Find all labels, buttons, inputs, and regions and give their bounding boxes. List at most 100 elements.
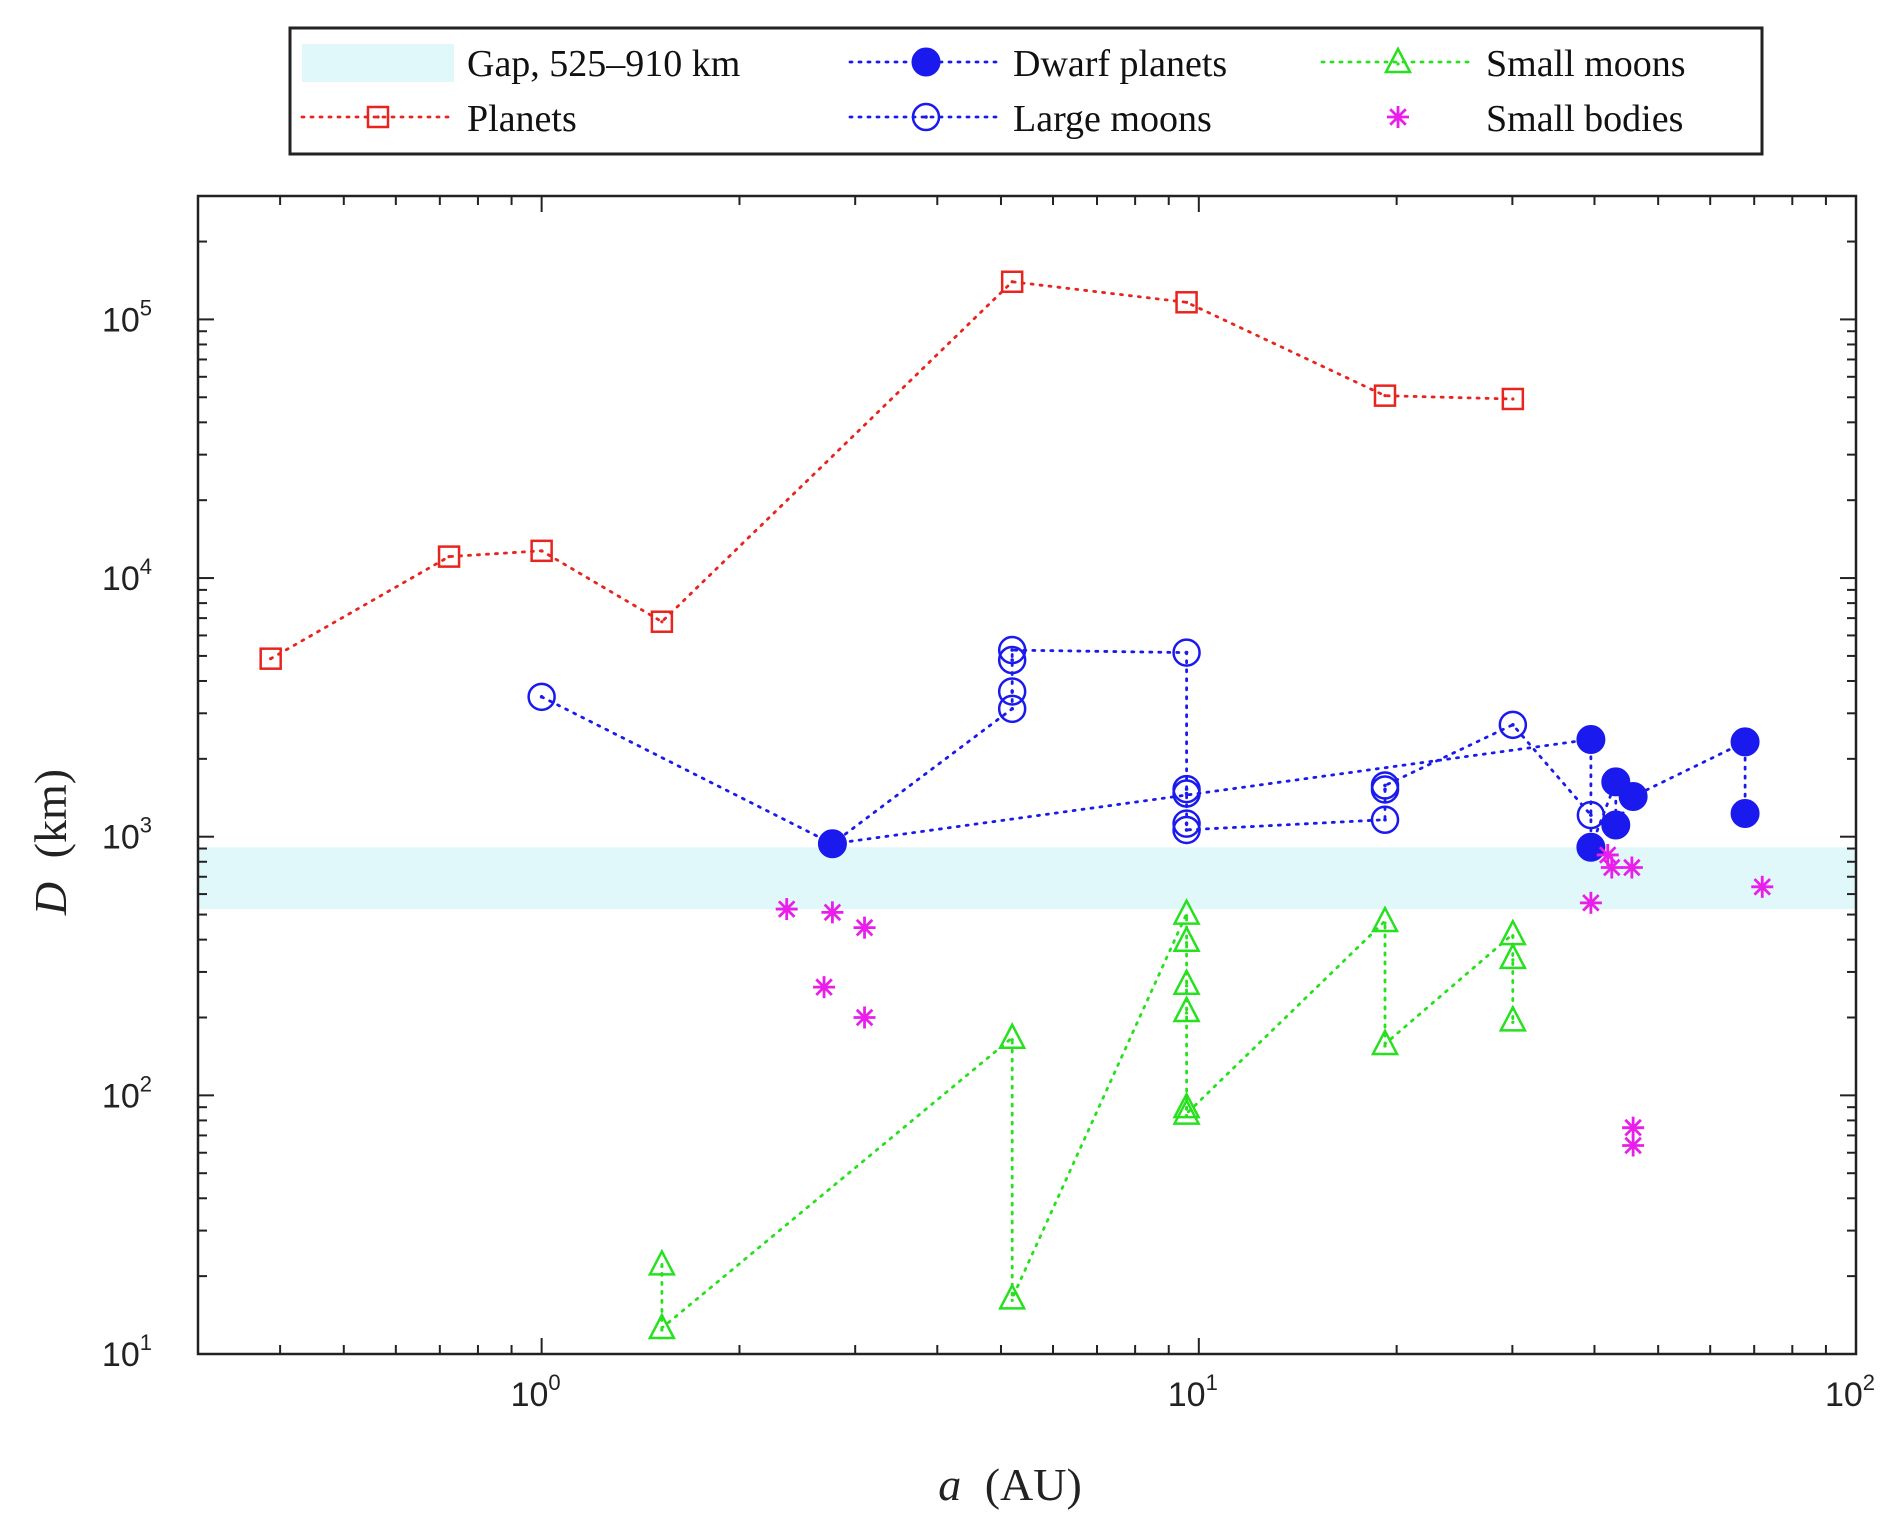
data-point-planets-3-shape	[650, 610, 674, 633]
data-point-large-moons-4	[997, 645, 1027, 675]
data-point-large-moons-12-dot	[1383, 787, 1387, 792]
x-tick-label-2: 102	[1825, 1370, 1875, 1414]
data-point-large-moons-14-shape	[1498, 710, 1528, 740]
data-point-small-moons-2-dot	[1010, 1038, 1014, 1042]
data-point-planets-1-dot	[447, 555, 451, 559]
data-point-planets-7	[1501, 387, 1525, 411]
gap-band-layer	[198, 847, 1856, 910]
data-point-large-moons-2-shape	[997, 694, 1027, 724]
series-line-dwarf-planets	[831, 737, 1747, 848]
data-point-small-moons-7-shape	[1172, 995, 1201, 1023]
data-point-small-moons-5-shape	[1172, 925, 1201, 953]
data-point-small-moons-10-dot	[1383, 921, 1387, 925]
data-point-large-moons-14	[1498, 710, 1528, 740]
data-point-large-moons-5	[997, 635, 1027, 665]
data-point-large-moons-10-shape	[1172, 815, 1201, 845]
data-point-small-moons-13	[1498, 942, 1527, 970]
data-point-planets-1	[437, 545, 461, 568]
data-point-large-moons-2	[997, 694, 1027, 724]
data-point-small-bodies-4	[853, 1006, 876, 1029]
data-point-large-moons-2-dot	[1010, 707, 1014, 711]
data-point-small-bodies-1	[813, 976, 836, 999]
legend-large-moons-sample	[848, 102, 1004, 132]
data-point-large-moons-6-shape	[1172, 638, 1201, 667]
data-point-small-bodies-11	[1751, 875, 1774, 898]
data-point-large-moons-6	[1172, 638, 1201, 667]
axes-layer: 100 101 102 101 102 103 104 105	[102, 194, 1875, 1414]
legend: Gap, 525–910 km Planets Dwarf planets La…	[288, 26, 1764, 156]
data-point-dwarf-planets-7-shape	[1730, 798, 1760, 828]
legend-small-moons-sample	[1320, 46, 1476, 74]
data-point-small-bodies-10-stroke-3	[1624, 1136, 1642, 1155]
data-point-small-moons-11-shape	[1370, 1028, 1400, 1056]
data-point-dwarf-planets-0-shape	[817, 829, 847, 859]
data-point-dwarf-planets-7	[1730, 798, 1760, 828]
data-point-large-moons-10	[1172, 815, 1201, 845]
data-point-dwarf-planets-6-shape	[1730, 727, 1760, 757]
series-line-large-moons	[540, 648, 1593, 846]
legend-smallmoons-sample-marker	[1383, 46, 1413, 74]
data-point-planets-6-dot	[1383, 394, 1387, 398]
legend-box	[288, 26, 1764, 156]
data-point-dwarf-planets-1	[1576, 724, 1606, 754]
data-point-dwarf-planets-4-shape	[1601, 810, 1631, 840]
data-point-small-bodies-8-stroke-3	[1623, 858, 1641, 877]
data-point-planets-5-shape	[1175, 291, 1198, 314]
data-point-small-moons-9-dot	[1184, 1114, 1189, 1118]
data-point-dwarf-planets-0	[817, 829, 847, 859]
data-point-small-bodies-4-stroke-3	[855, 1008, 874, 1027]
x-axis-label: a (AU)	[938, 1459, 1082, 1510]
data-point-large-moons-13-dot	[1383, 783, 1387, 788]
legend-label-small-moons: Small moons	[1486, 43, 1686, 85]
y-tick-label-4: 105	[102, 295, 152, 339]
legend-label-planets: Planets	[467, 98, 577, 140]
data-point-small-moons-3-dot	[1010, 1298, 1014, 1303]
data-point-small-moons-13-shape	[1498, 942, 1527, 970]
legend-label-dwarf-planets: Dwarf planets	[1013, 43, 1227, 85]
data-point-planets-2-shape	[530, 539, 553, 563]
x-axis-variable: a	[938, 1459, 961, 1510]
plot-frame	[196, 194, 1858, 1356]
data-point-small-moons-1-shape	[647, 1312, 676, 1340]
data-point-small-moons-7-dot	[1184, 1011, 1189, 1015]
data-point-planets-2-dot	[540, 549, 544, 553]
y-tick-label-2: 103	[102, 813, 152, 857]
data-point-large-moons-3-shape	[997, 677, 1027, 706]
y-axis-unit: (km)	[25, 769, 76, 858]
data-point-small-moons-0-dot	[660, 1264, 664, 1269]
data-point-planets-4-shape	[1000, 270, 1024, 294]
data-point-planets-3-dot	[660, 620, 664, 624]
legend-planets-sample-marker-shape	[366, 105, 390, 129]
data-point-small-bodies-0-stroke-3	[777, 900, 796, 918]
data-point-planets-7-shape	[1501, 387, 1525, 411]
data-point-large-moons-8-dot	[1184, 791, 1189, 796]
legend-large-sample-marker-dot	[924, 115, 928, 119]
data-point-planets-6-shape	[1373, 384, 1397, 407]
data-point-small-moons-8-dot	[1184, 1107, 1189, 1111]
legend-large-sample-marker	[911, 102, 941, 132]
data-point-large-moons-11-dot	[1383, 817, 1387, 822]
data-point-small-moons-4-shape	[1172, 897, 1201, 925]
x-axis-unit: (AU)	[985, 1459, 1082, 1510]
data-point-planets-4-dot	[1010, 280, 1014, 284]
data-point-planets-7-dot	[1511, 397, 1515, 401]
data-point-small-moons-14-dot	[1511, 1020, 1515, 1024]
data-point-small-moons-14	[1498, 1004, 1527, 1032]
data-point-small-moons-11-dot	[1383, 1044, 1387, 1048]
data-point-small-moons-6-dot	[1184, 984, 1189, 988]
data-point-small-moons-6	[1172, 968, 1201, 996]
data-point-planets-1-shape	[437, 545, 461, 568]
data-point-small-bodies-11-stroke-3	[1753, 878, 1772, 896]
data-point-small-moons-4-dot	[1184, 914, 1189, 918]
data-point-planets-5	[1175, 291, 1198, 314]
data-point-small-bodies-8	[1620, 856, 1643, 879]
legend-dwarf-planets-sample	[848, 47, 1004, 77]
data-point-planets-6	[1373, 384, 1397, 407]
data-point-large-moons-5-dot	[1010, 648, 1014, 652]
y-tick-label-1: 102	[102, 1071, 152, 1115]
data-point-planets-5-dot	[1184, 300, 1189, 304]
y-tick-label-0: 101	[102, 1330, 152, 1374]
data-point-small-bodies-5	[1579, 891, 1602, 914]
legend-dwarf-sample-marker	[911, 47, 941, 77]
legend-dwarf-sample-marker-shape	[911, 47, 941, 77]
